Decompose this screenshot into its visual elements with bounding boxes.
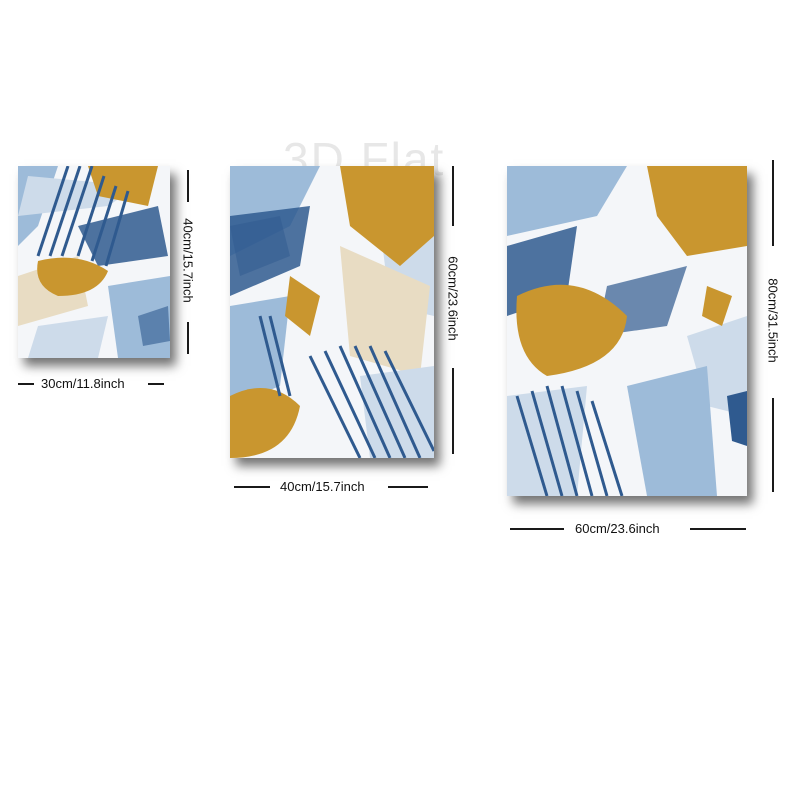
- width-label-medium: 40cm/15.7inch: [280, 479, 365, 494]
- canvas-panel-small: [18, 166, 170, 358]
- width-dimension-line-medium-left: [234, 486, 270, 488]
- canvas-panel-large: [507, 166, 747, 496]
- height-dimension-line-medium-top: [452, 166, 454, 226]
- abstract-painting-large: [507, 166, 747, 496]
- width-dimension-line-small-right: [148, 383, 164, 385]
- height-label-small: 40cm/15.7inch: [180, 218, 196, 303]
- width-label-large: 60cm/23.6inch: [575, 521, 660, 536]
- height-dimension-line-medium-bottom: [452, 368, 454, 454]
- canvas-panel-medium: [230, 166, 434, 458]
- height-dimension-line-small-bottom: [187, 322, 189, 354]
- width-label-small: 30cm/11.8inch: [41, 376, 125, 391]
- width-dimension-line-small-left: [18, 383, 34, 385]
- abstract-painting-medium: [230, 166, 434, 458]
- height-dimension-line-large-top: [772, 160, 774, 246]
- width-dimension-line-large-right: [690, 528, 746, 530]
- height-label-medium: 60cm/23.6inch: [445, 256, 461, 341]
- height-dimension-line-small: [187, 170, 189, 202]
- width-dimension-line-large-left: [510, 528, 564, 530]
- height-dimension-line-large-bottom: [772, 398, 774, 492]
- abstract-painting-small: [18, 166, 170, 358]
- height-label-large: 80cm/31.5inch: [765, 278, 781, 363]
- width-dimension-line-medium-right: [388, 486, 428, 488]
